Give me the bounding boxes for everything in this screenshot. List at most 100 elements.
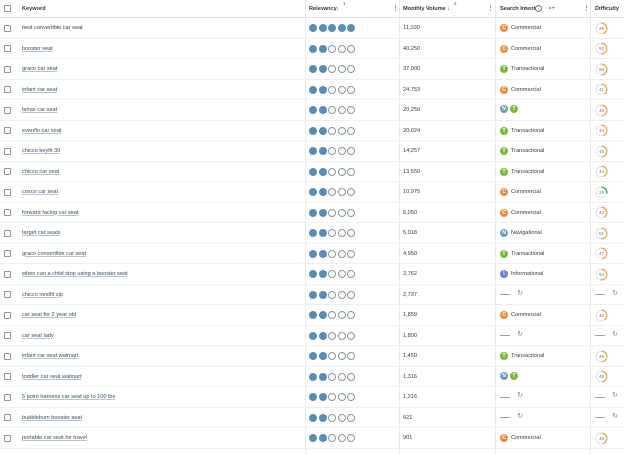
- keyword-link[interactable]: britax car seat: [22, 107, 58, 113]
- select-all-checkbox[interactable]: [4, 5, 11, 12]
- table-row[interactable]: when can a child stop using a booster se…: [0, 264, 624, 285]
- keyword-link[interactable]: portable car seat for travel: [22, 435, 87, 441]
- row-checkbox[interactable]: [4, 434, 11, 442]
- sort-desc-icon[interactable]: ↓: [447, 5, 451, 12]
- row-checkbox[interactable]: [4, 188, 11, 196]
- table-row[interactable]: graco convertible car seat 4,950 T Transact…: [0, 244, 624, 264]
- table-row[interactable]: car seat for 2 year old 1,859 C Commercial 4…: [0, 305, 624, 326]
- keyword-link[interactable]: best convertible car seat: [22, 25, 83, 31]
- monthly-volume-column-header[interactable]: Monthly Volume: [403, 6, 446, 12]
- intent-label: Transactional: [511, 66, 545, 72]
- row-checkbox[interactable]: [4, 86, 11, 93]
- keyword-link[interactable]: chicco keyfit 30: [22, 148, 61, 154]
- keyword-link[interactable]: car seat lady: [22, 332, 54, 339]
- row-checkbox[interactable]: [4, 127, 11, 134]
- relevancy-dot: [318, 147, 327, 155]
- refresh-icon[interactable]: ↻: [612, 289, 618, 297]
- keyword-column-header[interactable]: Keyword: [22, 6, 46, 12]
- intent-column-menu-icon[interactable]: ⋮: [583, 5, 590, 12]
- keyword-link[interactable]: car seat for 2 year old: [22, 312, 77, 318]
- table-row[interactable]: target car seats 5,018 N Navigational 51: [0, 223, 624, 244]
- keyword-link[interactable]: forward facing car seat: [22, 209, 79, 216]
- difficulty-value: 54: [598, 271, 605, 277]
- refresh-icon[interactable]: ↻: [612, 330, 618, 338]
- table-row[interactable]: infant car seat walmart 1,450 T Transaction…: [0, 346, 624, 367]
- relevancy-dot: [347, 85, 356, 94]
- keyword-link[interactable]: cosco car seat: [22, 189, 59, 195]
- table-row[interactable]: 5 point harness car seat up to 100 lbs 1,…: [0, 387, 624, 408]
- relevancy-column-menu-icon[interactable]: ⋮: [392, 5, 399, 12]
- relevancy-indicator: [309, 188, 356, 196]
- relevancy-column-header[interactable]: Relevancy: [309, 6, 337, 12]
- keyword-link[interactable]: infant car seat: [22, 86, 58, 93]
- row-checkbox[interactable]: [4, 24, 11, 32]
- row-checkbox[interactable]: [4, 352, 11, 360]
- table-row[interactable]: chicco keyfit 30 14,257 T Transactional 48: [0, 141, 624, 162]
- row-checkbox[interactable]: [4, 106, 11, 114]
- relevancy-dot: [347, 434, 356, 442]
- row-checkbox[interactable]: [4, 393, 11, 401]
- row-checkbox[interactable]: [4, 65, 11, 73]
- table-row[interactable]: chicco nextfit zip 2,737 ↻ ↻: [0, 285, 624, 305]
- info-icon[interactable]: i: [535, 5, 542, 12]
- row-checkbox[interactable]: [4, 209, 11, 216]
- table-row[interactable]: graco car seat 37,000 T Transactional 50: [0, 59, 624, 80]
- difficulty-gauge: 29: [595, 186, 608, 199]
- refresh-icon[interactable]: ↻: [612, 412, 618, 420]
- keyword-link[interactable]: chicco car seat: [22, 168, 60, 175]
- table-row[interactable]: infant car seat 24,753 C Commercial 41: [0, 80, 624, 100]
- table-row[interactable]: forward facing car seat 6,050 C Commercial 4…: [0, 203, 624, 223]
- volume-column-menu-icon[interactable]: ⋮: [487, 5, 494, 12]
- table-row[interactable]: portable car seat for travel 901 C Commerci…: [0, 428, 624, 449]
- table-row[interactable]: evenflo car seat 20,024 T Transactional 44: [0, 121, 624, 141]
- row-checkbox[interactable]: [4, 373, 11, 380]
- refresh-icon[interactable]: ↻: [517, 289, 523, 297]
- row-checkbox[interactable]: [4, 291, 11, 298]
- table-row[interactable]: bubblebum booster seat 921 ↻ ↻: [0, 408, 624, 428]
- keyword-link[interactable]: infant car seat walmart: [22, 353, 79, 359]
- refresh-icon[interactable]: ↻: [517, 330, 523, 338]
- keyword-link[interactable]: graco convertible car seat: [22, 250, 87, 257]
- refresh-icon[interactable]: ↻: [612, 392, 618, 399]
- row-checkbox[interactable]: [4, 270, 11, 278]
- keyword-link[interactable]: booster seat: [22, 45, 53, 52]
- table-row[interactable]: car seat lady 1,800 ↻ ↻: [0, 326, 624, 346]
- relevancy-dot: [309, 270, 317, 278]
- relevancy-dot: [347, 393, 356, 401]
- table-row[interactable]: britax car seat 20,250 N T 48: [0, 100, 624, 121]
- row-checkbox[interactable]: [4, 168, 11, 175]
- row-checkbox[interactable]: [4, 332, 11, 339]
- row-checkbox[interactable]: [4, 311, 11, 319]
- keyword-link[interactable]: graco car seat: [22, 66, 58, 72]
- refresh-icon[interactable]: ↻: [517, 392, 523, 399]
- keyword-link[interactable]: toddler car seat walmart: [22, 373, 82, 380]
- table-row[interactable]: booster seat 40,250 C Commercial 51: [0, 39, 624, 59]
- difficulty-value: 42: [598, 210, 605, 215]
- keyword-link[interactable]: evenflo car seat: [22, 127, 62, 134]
- keyword-link[interactable]: bubblebum booster seat: [22, 414, 83, 421]
- refresh-icon[interactable]: ↻: [517, 412, 523, 420]
- table-row[interactable]: chicco car seat 13,550 T Transactional 44: [0, 162, 624, 182]
- table-row[interactable]: cosco car seat 10,975 C Commercial 29: [0, 182, 624, 203]
- keyword-link[interactable]: 5 point harness car seat up to 100 lbs: [22, 394, 116, 400]
- difficulty-column-header[interactable]: Difficulty: [595, 6, 619, 12]
- add-filter-icon[interactable]: ⇢+: [546, 5, 556, 12]
- search-intent-cell: T Transactional: [500, 146, 544, 156]
- relevancy-dot: [328, 372, 337, 381]
- sort-desc-icon[interactable]: ↓: [336, 5, 340, 12]
- intent-badge-icon: C: [500, 24, 508, 32]
- row-checkbox[interactable]: [4, 229, 11, 237]
- keyword-link[interactable]: chicco nextfit zip: [22, 291, 64, 298]
- relevancy-dot: [309, 413, 317, 422]
- row-checkbox[interactable]: [4, 414, 11, 421]
- relevancy-dot: [328, 270, 337, 278]
- relevancy-dot: [347, 331, 356, 340]
- keyword-link[interactable]: when can a child stop using a booster se…: [22, 271, 128, 277]
- search-intent-column-header[interactable]: Search Intent: [500, 6, 536, 12]
- row-checkbox[interactable]: [4, 250, 11, 257]
- row-checkbox[interactable]: [4, 45, 11, 52]
- keyword-link[interactable]: target car seats: [22, 230, 61, 236]
- row-checkbox[interactable]: [4, 147, 11, 155]
- table-row[interactable]: best convertible car seat 11,100 C Commerci…: [0, 18, 624, 39]
- table-row[interactable]: toddler car seat walmart 1,316 N T 48: [0, 367, 624, 387]
